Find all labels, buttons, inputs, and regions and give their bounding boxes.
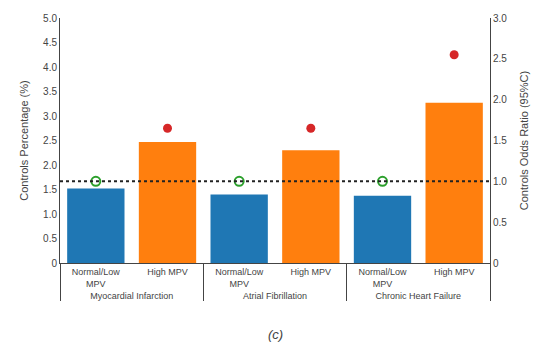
svg-text:4.0: 4.0	[43, 62, 57, 73]
svg-text:0: 0	[493, 258, 499, 269]
svg-text:5.0: 5.0	[43, 13, 57, 24]
svg-text:Normal/LowMPV: Normal/LowMPV	[358, 267, 407, 289]
svg-text:Chronic Heart Failure: Chronic Heart Failure	[376, 291, 462, 301]
svg-text:3.5: 3.5	[43, 86, 57, 97]
svg-text:4.5: 4.5	[43, 37, 57, 48]
svg-text:High MPV: High MPV	[291, 267, 332, 277]
svg-text:Controls Odds Ratio (95%C): Controls Odds Ratio (95%C)	[518, 71, 530, 210]
svg-text:0.5: 0.5	[43, 233, 57, 244]
svg-text:1.0: 1.0	[493, 176, 507, 187]
svg-text:Controls Percentage (%): Controls Percentage (%)	[18, 80, 30, 200]
svg-text:Normal/LowMPV: Normal/LowMPV	[72, 267, 121, 289]
svg-text:Myocardial Infarction: Myocardial Infarction	[90, 291, 173, 301]
svg-text:1.0: 1.0	[43, 209, 57, 220]
svg-text:1.5: 1.5	[493, 135, 507, 146]
svg-text:2.5: 2.5	[493, 53, 507, 64]
svg-text:2.0: 2.0	[43, 160, 57, 171]
svg-text:High MPV: High MPV	[434, 267, 475, 277]
svg-text:(c): (c)	[268, 327, 283, 342]
svg-text:1.5: 1.5	[43, 184, 57, 195]
svg-text:3.0: 3.0	[493, 13, 507, 24]
svg-text:2.0: 2.0	[493, 94, 507, 105]
svg-text:Atrial Fibrillation: Atrial Fibrillation	[243, 291, 307, 301]
svg-text:Normal/LowMPV: Normal/LowMPV	[215, 267, 264, 289]
svg-text:0: 0	[51, 258, 57, 269]
svg-text:High MPV: High MPV	[147, 267, 188, 277]
svg-text:0.5: 0.5	[493, 217, 507, 228]
svg-text:2.5: 2.5	[43, 135, 57, 146]
svg-text:3.0: 3.0	[43, 111, 57, 122]
